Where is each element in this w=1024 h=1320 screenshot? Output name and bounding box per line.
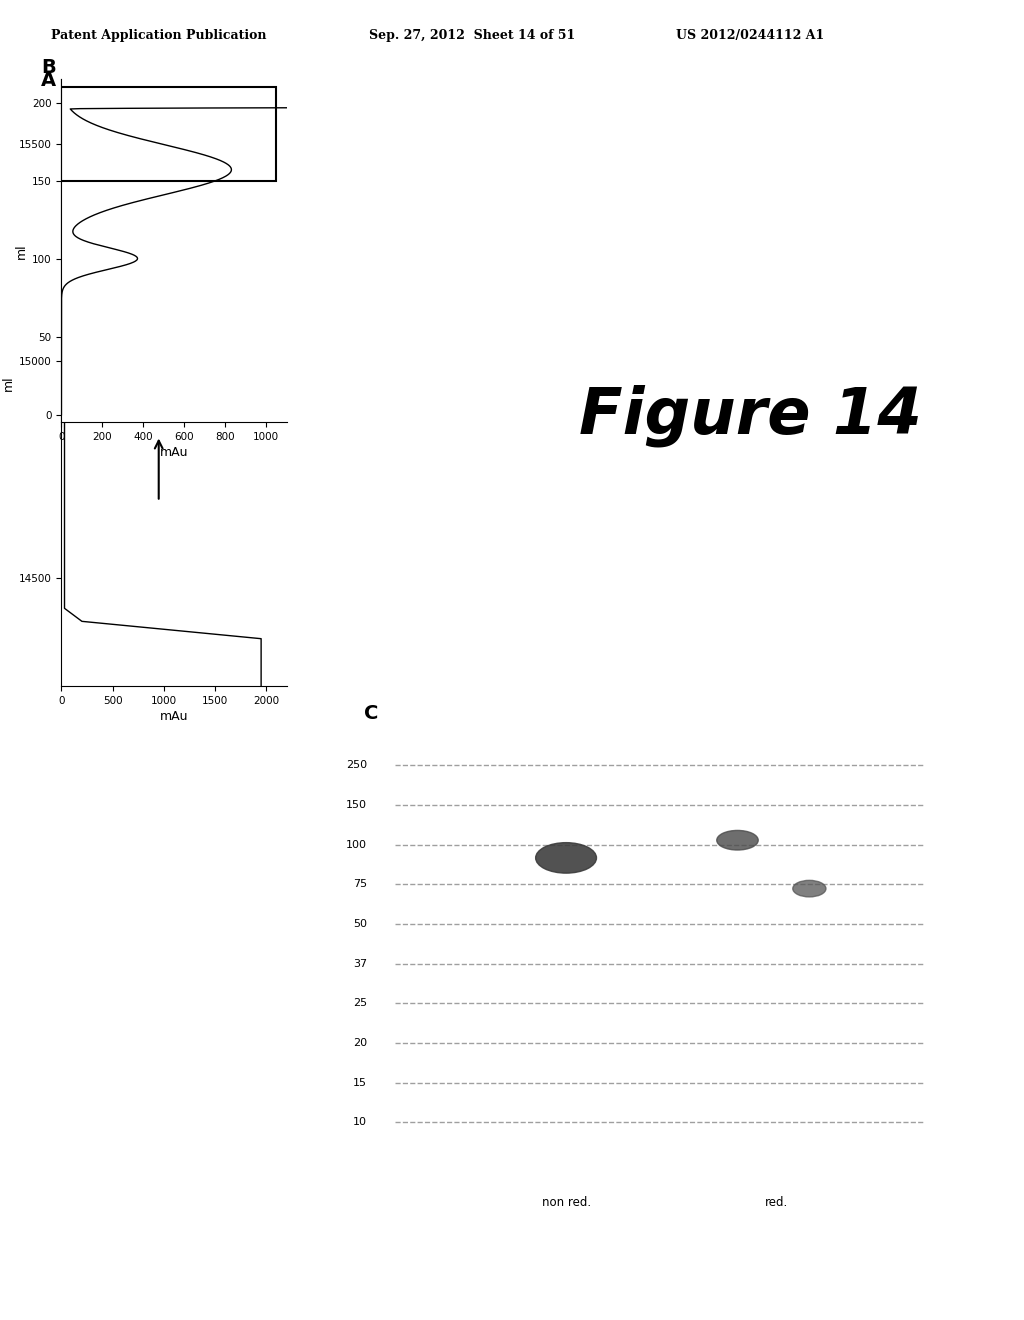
Text: US 2012/0244112 A1: US 2012/0244112 A1 [676, 29, 824, 42]
Ellipse shape [793, 880, 826, 896]
Text: 75: 75 [353, 879, 367, 890]
Bar [61, 100, 123, 174]
Text: red.: red. [765, 1196, 787, 1209]
Text: 15: 15 [353, 1077, 367, 1088]
Text: Sep. 27, 2012  Sheet 14 of 51: Sep. 27, 2012 Sheet 14 of 51 [369, 29, 574, 42]
X-axis label: mAu: mAu [160, 710, 188, 723]
Y-axis label: ml: ml [14, 243, 28, 259]
Text: 150: 150 [346, 800, 367, 810]
Ellipse shape [536, 842, 596, 873]
Text: A: A [41, 71, 56, 90]
Ellipse shape [717, 830, 758, 850]
Text: 250: 250 [346, 760, 367, 770]
Text: 20: 20 [353, 1038, 367, 1048]
Text: non red.: non red. [542, 1196, 591, 1209]
X-axis label: mAu: mAu [160, 446, 188, 459]
Text: Figure 14: Figure 14 [579, 384, 922, 447]
Text: 100: 100 [346, 840, 367, 850]
Text: 10: 10 [353, 1118, 367, 1127]
Bar [61, 87, 276, 181]
Text: Patent Application Publication: Patent Application Publication [51, 29, 266, 42]
Text: 37: 37 [353, 958, 367, 969]
Text: C: C [364, 705, 378, 723]
Text: B: B [41, 58, 55, 77]
Y-axis label: ml: ml [2, 375, 14, 391]
Text: 25: 25 [353, 998, 367, 1008]
Text: 50: 50 [353, 919, 367, 929]
